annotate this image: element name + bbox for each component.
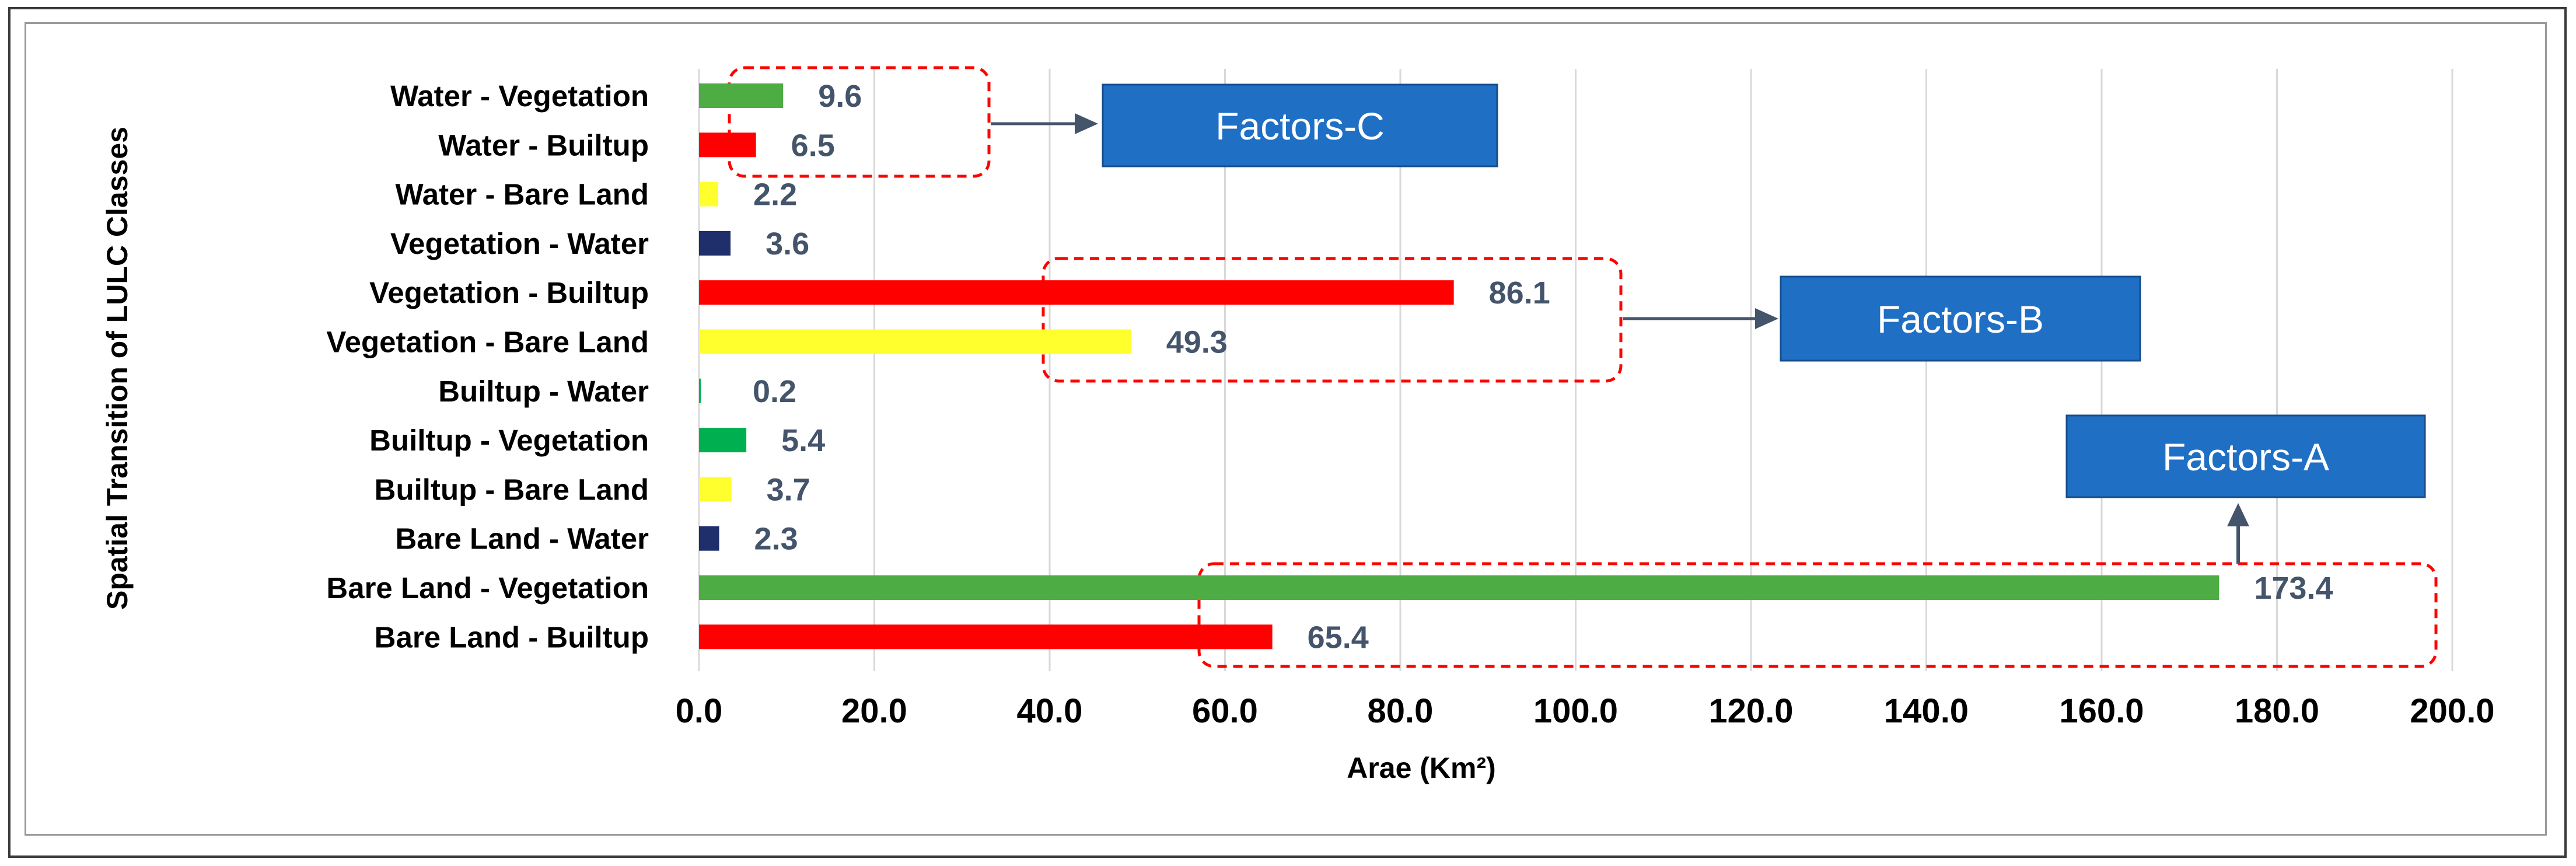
factors-c-label: Factors-C	[1215, 104, 1385, 148]
bar	[699, 477, 732, 502]
category-label: Vegetation - Bare Land	[326, 326, 649, 359]
category-label: Water - Bare Land	[395, 178, 649, 211]
x-tick-label: 140.0	[1884, 692, 1969, 730]
data-label: 3.7	[767, 472, 810, 507]
data-label: 0.2	[753, 374, 796, 409]
factors-c-box	[1102, 83, 1498, 167]
x-tick-label: 120.0	[1708, 692, 1793, 730]
x-tick-label: 200.0	[2410, 692, 2494, 730]
data-label: 86.1	[1489, 275, 1550, 310]
category-label: Builtup - Bare Land	[375, 473, 649, 506]
category-label: Vegetation - Builtup	[369, 276, 649, 309]
category-labels: Water - Vegetation Water - Builtup Water -…	[326, 79, 649, 654]
bar	[699, 575, 2220, 600]
category-label: Builtup - Water	[438, 375, 649, 408]
highlight-box-c	[728, 66, 991, 178]
data-label: 6.5	[791, 128, 835, 163]
x-tick-label: 60.0	[1192, 692, 1258, 730]
category-label: Vegetation - Water	[390, 227, 649, 260]
x-tick-label: 180.0	[2235, 692, 2319, 730]
x-tick-label: 100.0	[1533, 692, 1618, 730]
data-label: 65.4	[1308, 620, 1369, 655]
category-label: Bare Land - Builtup	[375, 620, 649, 654]
category-label: Builtup - Vegetation	[369, 424, 649, 457]
bar	[699, 280, 1454, 305]
factors-b-label: Factors-B	[1877, 298, 2044, 341]
category-label: Bare Land - Water	[395, 522, 649, 556]
data-label: 3.6	[766, 226, 809, 261]
highlight-boxes	[728, 66, 2438, 668]
bar	[699, 526, 719, 551]
y-axis-title: Spatial Transition of LULC Classes	[101, 127, 134, 610]
highlight-box-b	[1041, 257, 1623, 383]
category-label: Water - Vegetation	[390, 79, 649, 113]
figure-inner-border	[25, 22, 2547, 836]
highlight-box-a	[1197, 562, 2438, 668]
arrow-b-head	[1755, 308, 1778, 329]
factor-annotations: Factors-C Factors-B Factors-A	[991, 83, 2426, 564]
bar	[699, 378, 701, 403]
arrow-c-head	[1075, 113, 1098, 134]
factors-a-label: Factors-A	[2162, 435, 2329, 479]
bar	[699, 83, 784, 108]
factors-b-box	[1780, 275, 2141, 362]
x-tick-label: 160.0	[2059, 692, 2144, 730]
bar	[699, 624, 1273, 650]
category-label: Water - Builtup	[438, 128, 649, 162]
data-label: 5.4	[781, 423, 825, 458]
bar	[699, 132, 756, 158]
bars	[699, 83, 2220, 650]
data-labels: 9.6 6.5 2.2 3.6 86.1 49.3 0.2 5.4 3.7 2.3 173.4 65.…	[753, 79, 2333, 655]
factors-a-box	[2065, 414, 2426, 498]
data-label: 9.6	[818, 79, 862, 114]
bar	[699, 181, 719, 207]
bar	[699, 329, 1131, 354]
data-label: 2.3	[754, 522, 798, 557]
x-tick-label: 20.0	[841, 692, 907, 730]
data-label: 173.4	[2254, 571, 2333, 606]
gridlines	[698, 69, 2453, 671]
x-tick-label: 0.0	[676, 692, 723, 730]
x-tick-label: 80.0	[1368, 692, 1434, 730]
bar	[699, 428, 747, 453]
arrow-a-head	[2227, 503, 2249, 526]
bar	[699, 231, 731, 256]
data-label: 49.3	[1166, 325, 1228, 360]
data-label: 2.2	[753, 177, 797, 212]
x-axis-title: Arae (Km²)	[1347, 752, 1496, 784]
x-tick-labels: 0.0 20.0 40.0 60.0 80.0 100.0 120.0 140.0 160.0 1…	[676, 692, 2495, 730]
x-tick-label: 40.0	[1017, 692, 1083, 730]
category-label: Bare Land - Vegetation	[326, 571, 649, 605]
